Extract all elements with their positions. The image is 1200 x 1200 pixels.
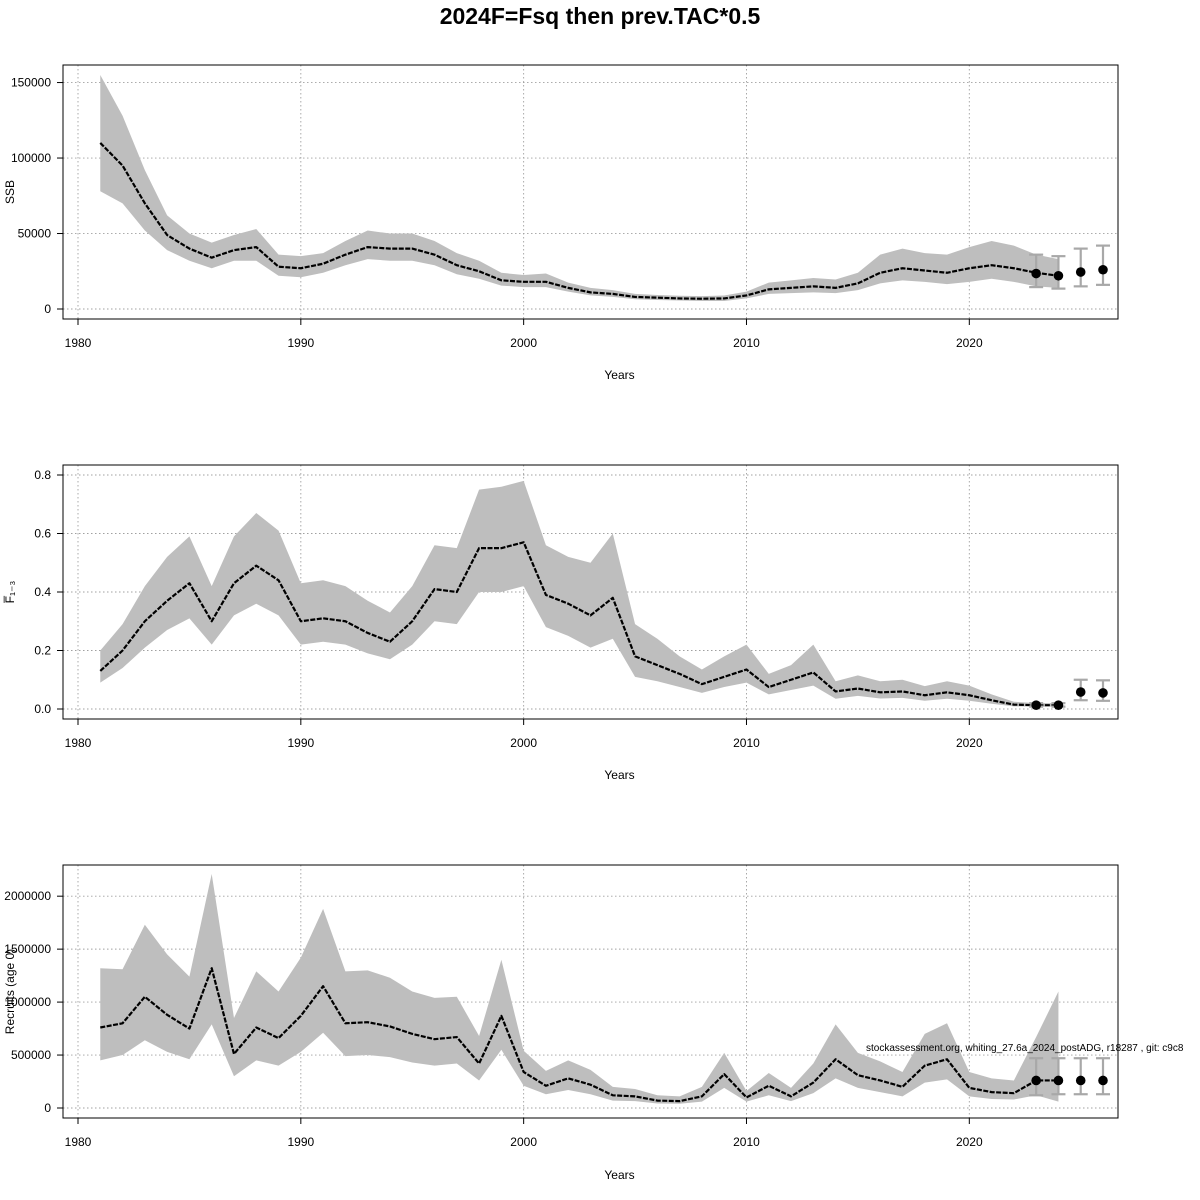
fbar-ytick-label: 0.6 — [34, 527, 51, 541]
ssb-estimate-line — [99, 142, 1059, 300]
ssb-ytick-label: 100000 — [11, 151, 51, 165]
recruits-xtick-label: 2010 — [733, 1135, 760, 1149]
fbar-ytick-label: 0.4 — [34, 585, 51, 599]
ssb-forecast-point — [1053, 270, 1064, 281]
recruits-ylabel: Recruits (age 0) — [3, 949, 17, 1034]
ssb-ytick-label: 50000 — [18, 227, 52, 241]
fbar-forecast-point — [1098, 688, 1108, 698]
recruits-forecast-point — [1031, 1075, 1041, 1086]
fbar-estimate-line — [99, 541, 1059, 707]
fbar-ytick-label: 0.8 — [34, 468, 51, 482]
ssb-forecast-point — [1098, 264, 1108, 275]
recruits-ytick-label: 500000 — [11, 1048, 51, 1062]
fbar-xtick-label: 2010 — [733, 736, 760, 750]
fbar-ylabel: F̅₁₋₃ — [3, 581, 17, 604]
ssb-xtick-label: 2020 — [956, 336, 983, 350]
fbar-xtick-label: 2020 — [956, 736, 983, 750]
recruits-xlabel: Years — [604, 1168, 634, 1182]
fbar-forecast-point — [1075, 687, 1086, 697]
fbar-ytick-label: 0.0 — [34, 702, 51, 716]
figure-title: 2024F=Fsq then prev.TAC*0.5 — [440, 3, 761, 29]
fbar-panel: 1980 1990 2000 2010 2020 0.0 0.2 0.4 0.6 0.8 Years… — [3, 464, 1119, 782]
fbar-xtick-label: 1980 — [65, 736, 92, 750]
recruits-forecast-point — [1075, 1075, 1086, 1086]
recruits-ytick-label: 1500000 — [4, 942, 51, 956]
fbar-forecast-point — [1053, 700, 1064, 710]
fbar-xlabel: Years — [604, 768, 634, 782]
recruits-ytick-label: 2000000 — [4, 889, 51, 903]
recruits-estimate-line — [100, 967, 1059, 1103]
recruits-plot-frame — [62, 864, 1119, 1119]
recruits-xtick-label: 2000 — [510, 1135, 537, 1149]
ssb-xtick-label: 2010 — [733, 336, 760, 350]
ssb-panel: 1980 1990 2000 2010 2020 0 50000 100000 150000 Ye… — [3, 64, 1119, 382]
fbar-xtick-label: 1990 — [287, 736, 314, 750]
ssb-xtick-label: 1990 — [287, 336, 314, 350]
fbar-forecast-point — [1031, 700, 1041, 710]
ssb-ylabel: SSB — [3, 180, 17, 204]
recruits-xtick-label: 1980 — [65, 1135, 92, 1149]
recruits-xtick-label: 1990 — [287, 1135, 314, 1149]
fbar-confidence-band — [100, 480, 1059, 707]
ssb-ytick-label: 150000 — [11, 76, 51, 90]
source-annotation: stockassessment.org, whiting_27.6a_2024_… — [866, 1043, 1184, 1054]
ssb-xlabel: Years — [604, 368, 634, 382]
recruits-ytick-label: 1000000 — [4, 995, 51, 1009]
ssb-forecast-point — [1075, 267, 1086, 277]
recruits-forecast-point — [1098, 1075, 1108, 1086]
fbar-xtick-label: 2000 — [510, 736, 537, 750]
recruits-ytick-label: 0 — [44, 1101, 51, 1115]
ssb-forecast-point — [1031, 268, 1041, 279]
ssb-plot-frame — [62, 64, 1119, 320]
recruits-xtick-label: 2020 — [956, 1135, 983, 1149]
fbar-ytick-label: 0.2 — [34, 644, 51, 658]
recruits-panel: 1980 1990 2000 2010 2020 0 500000 1000000 150000… — [3, 864, 1119, 1182]
ssb-ytick-label: 0 — [44, 302, 51, 316]
ssb-xtick-label: 1980 — [65, 336, 92, 350]
ssb-confidence-band — [100, 75, 1059, 301]
recruits-confidence-band — [100, 873, 1059, 1104]
ssb-xtick-label: 2000 — [510, 336, 537, 350]
recruits-forecast-point — [1053, 1075, 1064, 1086]
